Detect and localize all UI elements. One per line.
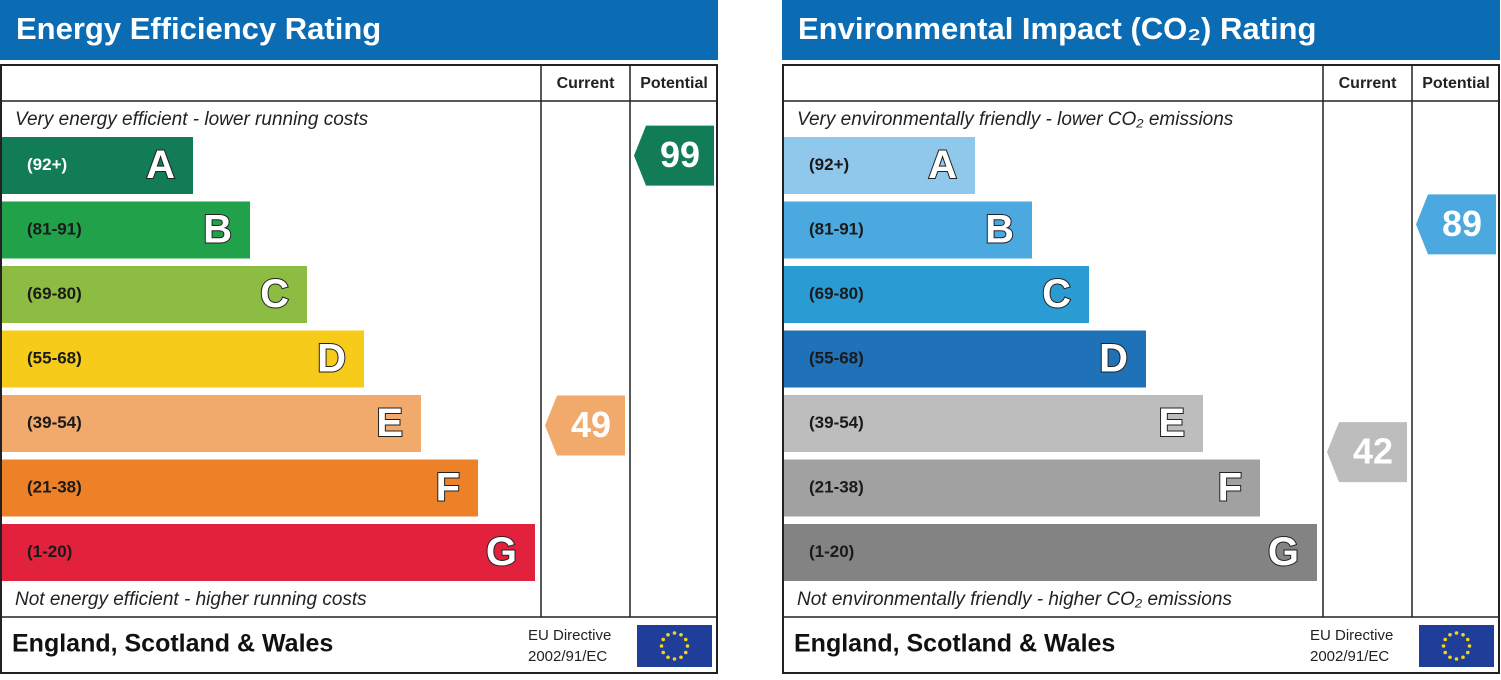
eu-star bbox=[679, 655, 683, 660]
band-letter: A bbox=[146, 143, 175, 187]
band-range: (21-38) bbox=[809, 477, 864, 496]
band-range: (69-80) bbox=[809, 284, 864, 303]
band-range: (55-68) bbox=[27, 348, 82, 367]
rating-band bbox=[2, 266, 307, 323]
rating-panel: Environmental Impact (CO₂) Rating Current… bbox=[782, 0, 1500, 674]
panel-frame bbox=[782, 64, 1500, 674]
band-letter: C bbox=[1042, 272, 1071, 316]
band-range: (39-54) bbox=[809, 413, 864, 432]
score-arrow bbox=[1327, 422, 1407, 483]
eu-star bbox=[1448, 655, 1452, 660]
panel-header bbox=[782, 0, 1500, 60]
band-letter: F bbox=[1218, 466, 1242, 510]
eu-star bbox=[1465, 637, 1470, 642]
band-letter: C bbox=[260, 272, 289, 316]
rating-band bbox=[2, 201, 250, 259]
eu-star bbox=[1443, 650, 1448, 655]
eu-star bbox=[666, 632, 670, 637]
eu-star bbox=[666, 655, 670, 660]
score-value: 49 bbox=[571, 404, 611, 445]
band-range: (92+) bbox=[27, 155, 67, 174]
band-letter: B bbox=[203, 208, 232, 252]
bottom-note: Not energy efficient - higher running co… bbox=[15, 589, 367, 610]
band-letter: D bbox=[317, 337, 346, 381]
band-range: (55-68) bbox=[809, 348, 864, 367]
footer-text: England, Scotland & Wales bbox=[794, 630, 1115, 658]
eu-star bbox=[672, 631, 677, 635]
eu-star bbox=[1443, 637, 1448, 642]
band-range: (92+) bbox=[809, 155, 849, 174]
eu-star bbox=[1441, 644, 1446, 648]
rating-band bbox=[2, 524, 535, 581]
rating-band bbox=[2, 395, 421, 452]
rating-band bbox=[2, 330, 364, 388]
top-note: Very environmentally friendly - lower CO… bbox=[797, 109, 1234, 130]
rating-band bbox=[784, 395, 1203, 452]
rating-band bbox=[784, 459, 1260, 517]
top-note: Very energy efficient - lower running co… bbox=[15, 109, 369, 130]
rating-band bbox=[784, 524, 1317, 581]
eu-star bbox=[672, 657, 677, 661]
band-range: (1-20) bbox=[27, 542, 72, 561]
directive-text: 2002/91/EC bbox=[528, 648, 607, 665]
band-range: (1-20) bbox=[809, 542, 854, 561]
eu-star bbox=[1465, 650, 1470, 655]
eu-star bbox=[685, 644, 690, 648]
rating-panel: Energy Efficiency Rating Current Potential… bbox=[0, 0, 718, 674]
band-letter: B bbox=[985, 208, 1014, 252]
band-range: (21-38) bbox=[27, 477, 82, 496]
column-header: Potential bbox=[640, 75, 708, 92]
band-letter: E bbox=[376, 401, 403, 445]
column-header: Current bbox=[1339, 75, 1397, 92]
column-header: Potential bbox=[1422, 75, 1490, 92]
column-header: Current bbox=[557, 75, 615, 92]
rating-band bbox=[784, 330, 1146, 388]
band-letter: G bbox=[486, 530, 517, 574]
eu-star bbox=[1448, 632, 1452, 637]
eu-star bbox=[661, 650, 666, 655]
band-letter: A bbox=[928, 143, 957, 187]
eu-star bbox=[661, 637, 666, 642]
band-letter: G bbox=[1268, 530, 1299, 574]
score-value: 89 bbox=[1442, 203, 1482, 244]
score-arrow bbox=[545, 395, 625, 456]
directive-text: EU Directive bbox=[528, 627, 611, 644]
score-arrow bbox=[1416, 194, 1496, 255]
rating-band bbox=[2, 137, 193, 194]
band-letter: E bbox=[1158, 401, 1185, 445]
band-range: (81-91) bbox=[27, 219, 82, 238]
eu-star bbox=[1467, 644, 1472, 648]
directive-text: EU Directive bbox=[1310, 627, 1393, 644]
eu-star bbox=[683, 637, 688, 642]
eu-star bbox=[659, 644, 664, 648]
score-value: 99 bbox=[660, 134, 700, 175]
bottom-note: Not environmentally friendly - higher CO… bbox=[797, 589, 1232, 610]
directive-text: 2002/91/EC bbox=[1310, 648, 1389, 665]
panel-title: Environmental Impact (CO₂) Rating bbox=[798, 11, 1316, 46]
rating-band bbox=[784, 137, 975, 194]
band-letter: D bbox=[1099, 337, 1128, 381]
eu-star bbox=[679, 632, 683, 637]
band-range: (39-54) bbox=[27, 413, 82, 432]
footer-text: England, Scotland & Wales bbox=[12, 630, 333, 658]
panel-title: Energy Efficiency Rating bbox=[16, 11, 381, 46]
rating-band bbox=[2, 459, 478, 517]
band-range: (69-80) bbox=[27, 284, 82, 303]
eu-star bbox=[683, 650, 688, 655]
panel-frame bbox=[0, 64, 718, 674]
eu-star bbox=[1454, 657, 1459, 661]
band-range: (81-91) bbox=[809, 219, 864, 238]
eu-star bbox=[1454, 631, 1459, 635]
eu-star bbox=[1461, 655, 1465, 660]
rating-band bbox=[784, 201, 1032, 259]
score-arrow bbox=[634, 125, 714, 186]
panel-header bbox=[0, 0, 718, 60]
rating-band bbox=[784, 266, 1089, 323]
band-letter: F bbox=[436, 466, 460, 510]
score-value: 42 bbox=[1353, 431, 1393, 472]
eu-star bbox=[1461, 632, 1465, 637]
